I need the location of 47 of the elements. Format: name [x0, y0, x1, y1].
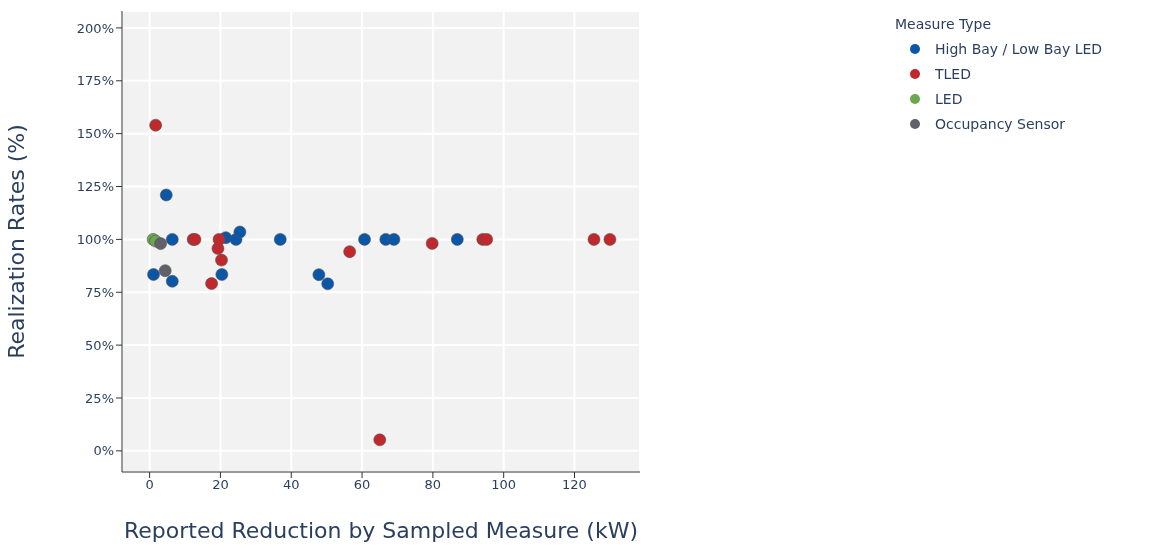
- y-tick-label: 100%: [76, 232, 114, 247]
- point: [312, 268, 326, 282]
- legend-title: Measure Type: [895, 16, 993, 32]
- y-tick-label: 50%: [85, 337, 114, 353]
- point: [343, 245, 357, 259]
- y-tick-label: 25%: [85, 390, 114, 406]
- x-tick-label: 80: [424, 477, 442, 493]
- point: [165, 232, 179, 246]
- legend-label: TLED: [935, 65, 971, 82]
- point: [273, 232, 287, 246]
- point: [205, 277, 219, 291]
- y-axis-title: Realization Rates (%): [3, 124, 29, 359]
- point: [387, 232, 401, 246]
- y-tick-label: 0%: [93, 443, 114, 459]
- y-tick-label: 200%: [76, 20, 114, 36]
- x-tick-label: 40: [282, 477, 300, 493]
- point: [358, 232, 372, 246]
- legend-label: Occupancy Sensor: [935, 115, 1066, 132]
- point: [215, 267, 229, 281]
- point: [158, 264, 172, 278]
- point: [165, 274, 179, 288]
- point: [480, 232, 494, 246]
- point: [321, 277, 335, 291]
- legend-label: LED: [935, 90, 963, 107]
- y-tick-label: 150%: [76, 126, 114, 142]
- legend-label: High Bay / Low Bay LED: [935, 40, 1103, 57]
- point: [147, 267, 161, 281]
- x-tick-label: 0: [145, 477, 154, 493]
- point: [373, 433, 387, 447]
- y-tick-label: 125%: [76, 179, 114, 195]
- point: [450, 232, 464, 246]
- point: [214, 253, 228, 267]
- point: [233, 225, 247, 239]
- x-tick-label: 60: [353, 477, 371, 493]
- x-axis-title: Reported Reduction by Sampled Measure (kW): [124, 518, 638, 543]
- point: [159, 188, 173, 202]
- y-tick-label: 175%: [76, 73, 114, 89]
- point: [212, 232, 226, 246]
- x-tick-label: 120: [562, 477, 587, 493]
- y-tick-label: 75%: [85, 284, 114, 300]
- x-tick-label: 20: [212, 477, 229, 493]
- point: [587, 232, 601, 246]
- point: [149, 118, 163, 132]
- x-tick-label: 100: [491, 477, 517, 493]
- point: [154, 237, 168, 251]
- point: [425, 236, 439, 250]
- point: [603, 232, 617, 246]
